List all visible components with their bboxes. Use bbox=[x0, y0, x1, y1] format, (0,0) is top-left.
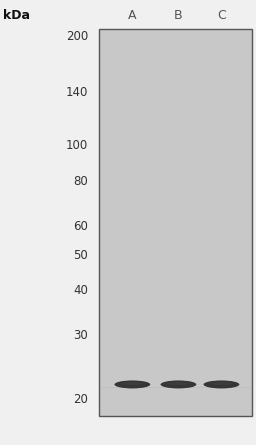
Ellipse shape bbox=[161, 380, 196, 388]
Ellipse shape bbox=[122, 382, 143, 385]
FancyBboxPatch shape bbox=[99, 29, 252, 416]
Text: 40: 40 bbox=[73, 284, 88, 297]
Text: 80: 80 bbox=[73, 174, 88, 187]
Text: B: B bbox=[174, 9, 183, 22]
Text: A: A bbox=[128, 9, 137, 22]
Text: 20: 20 bbox=[73, 393, 88, 406]
Text: 50: 50 bbox=[73, 249, 88, 262]
Text: kDa: kDa bbox=[3, 9, 29, 22]
Text: 30: 30 bbox=[73, 329, 88, 342]
Text: 200: 200 bbox=[66, 30, 88, 43]
Ellipse shape bbox=[211, 382, 232, 385]
Ellipse shape bbox=[168, 382, 189, 385]
Ellipse shape bbox=[204, 380, 239, 388]
Text: C: C bbox=[217, 9, 226, 22]
Text: 100: 100 bbox=[66, 139, 88, 152]
Text: 140: 140 bbox=[66, 86, 88, 99]
Ellipse shape bbox=[114, 380, 150, 388]
Text: 60: 60 bbox=[73, 220, 88, 233]
